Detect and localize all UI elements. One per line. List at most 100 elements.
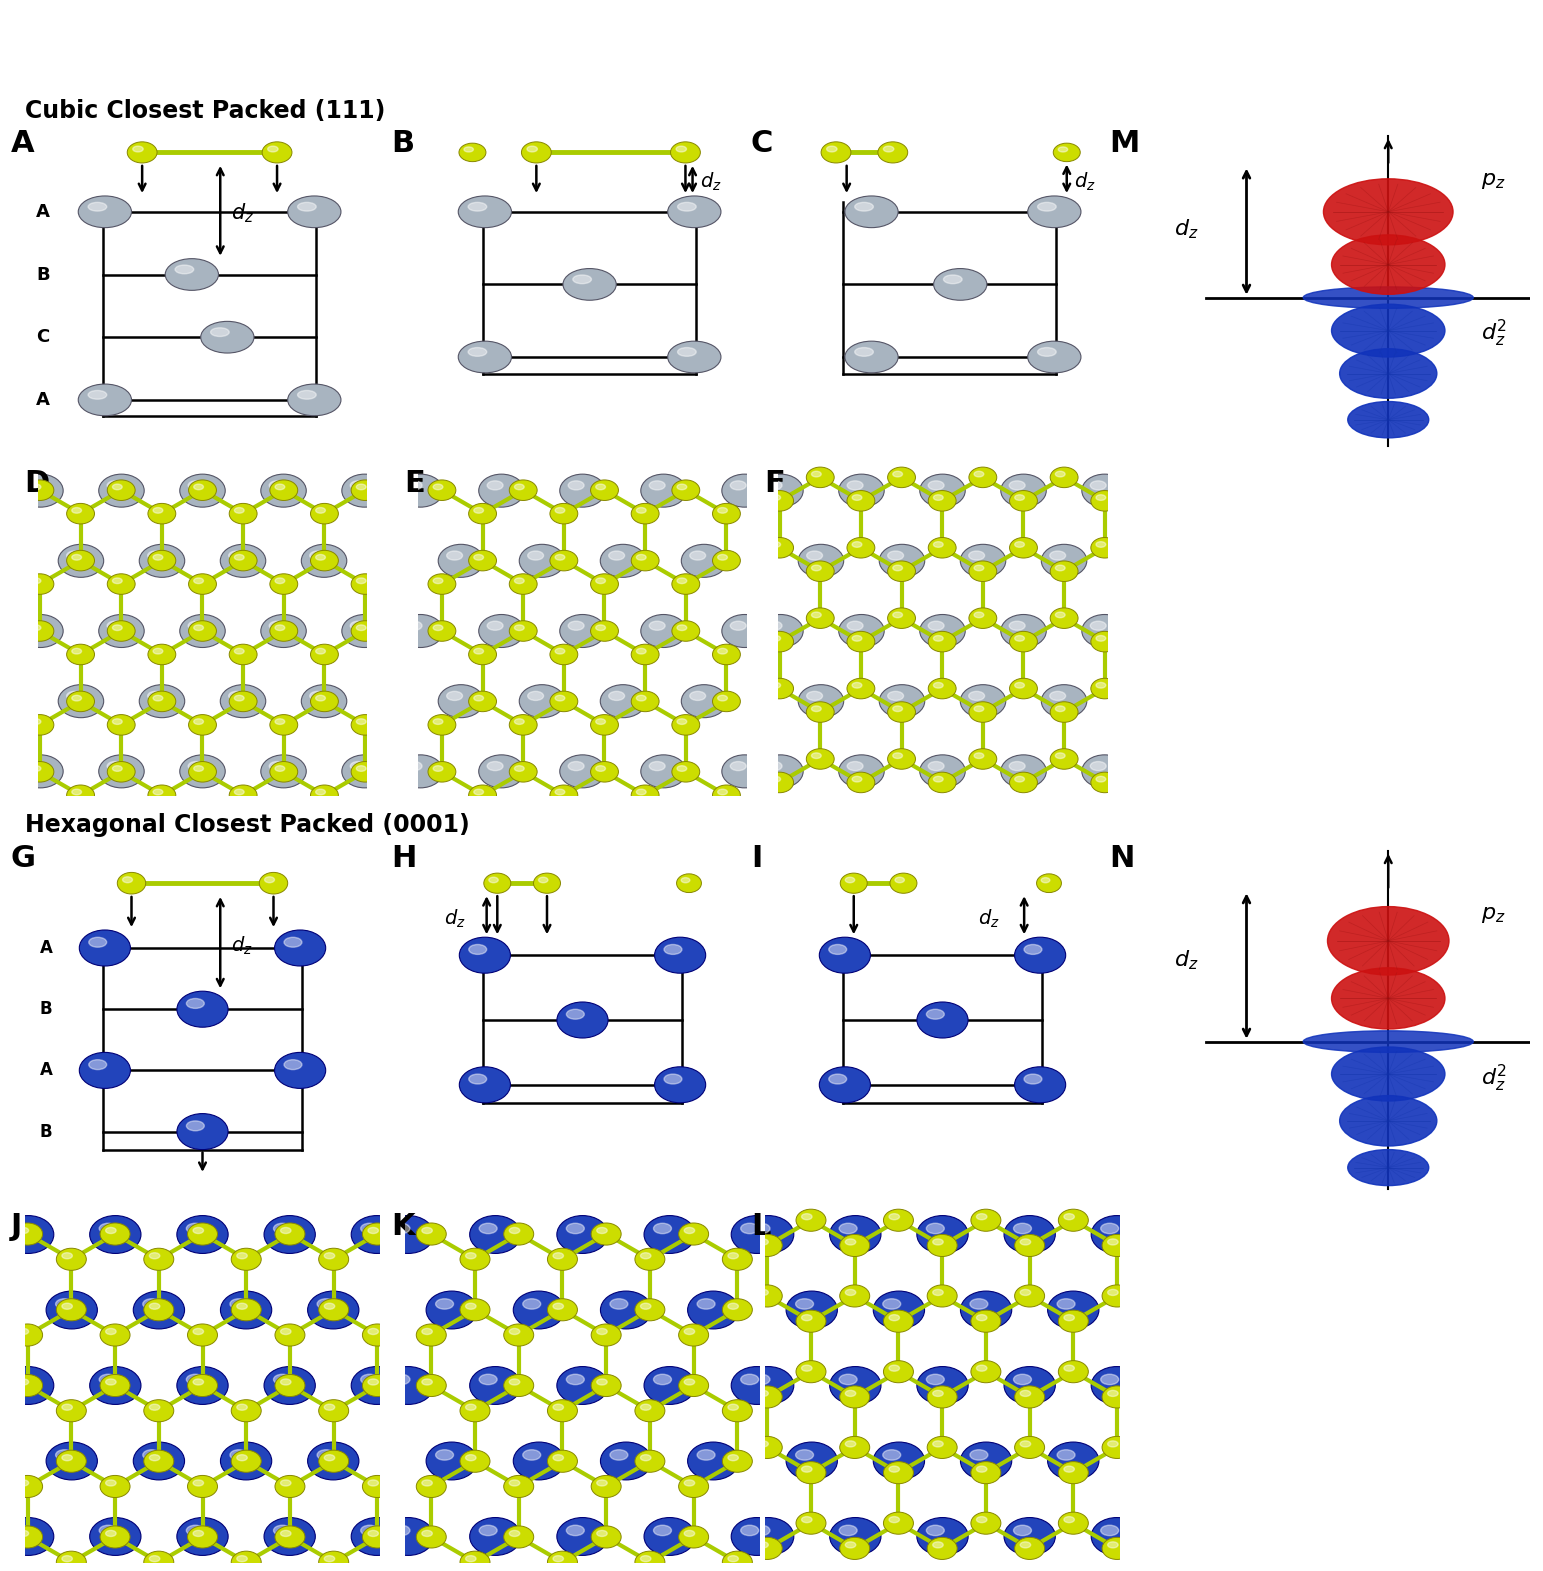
Ellipse shape	[596, 720, 605, 724]
Text: L: L	[751, 1211, 770, 1241]
Ellipse shape	[434, 720, 443, 724]
Ellipse shape	[1055, 753, 1065, 759]
Ellipse shape	[634, 1299, 665, 1321]
Ellipse shape	[829, 1075, 847, 1084]
Ellipse shape	[839, 474, 884, 507]
Ellipse shape	[549, 644, 577, 665]
Ellipse shape	[31, 578, 42, 583]
Ellipse shape	[591, 762, 619, 782]
Ellipse shape	[236, 1404, 247, 1411]
Ellipse shape	[1108, 1441, 1119, 1447]
Ellipse shape	[1009, 679, 1037, 699]
Ellipse shape	[100, 1375, 130, 1397]
Ellipse shape	[926, 1375, 944, 1384]
Ellipse shape	[887, 561, 915, 581]
Ellipse shape	[929, 762, 944, 771]
Ellipse shape	[591, 573, 619, 594]
Ellipse shape	[552, 1455, 563, 1461]
Ellipse shape	[717, 507, 727, 514]
Ellipse shape	[100, 1222, 130, 1246]
Ellipse shape	[591, 715, 619, 735]
Ellipse shape	[488, 762, 503, 771]
Ellipse shape	[287, 196, 341, 228]
Ellipse shape	[417, 1475, 446, 1497]
Ellipse shape	[356, 765, 366, 771]
Ellipse shape	[927, 1538, 957, 1560]
Ellipse shape	[230, 1299, 248, 1309]
Ellipse shape	[568, 762, 585, 771]
Ellipse shape	[221, 544, 265, 577]
Ellipse shape	[846, 341, 898, 372]
Ellipse shape	[560, 474, 605, 507]
Ellipse shape	[677, 720, 687, 724]
Ellipse shape	[417, 1222, 446, 1246]
Ellipse shape	[113, 578, 122, 583]
Ellipse shape	[127, 141, 157, 163]
Ellipse shape	[1015, 1235, 1045, 1257]
Ellipse shape	[1051, 608, 1079, 628]
Ellipse shape	[79, 196, 131, 228]
Ellipse shape	[392, 1375, 410, 1384]
Ellipse shape	[1009, 773, 1037, 793]
Ellipse shape	[634, 1400, 665, 1422]
Text: $p_z$: $p_z$	[1481, 171, 1506, 192]
Text: B: B	[35, 265, 49, 283]
Ellipse shape	[139, 544, 185, 577]
Ellipse shape	[188, 1375, 218, 1397]
Ellipse shape	[846, 1390, 856, 1397]
Ellipse shape	[150, 1404, 160, 1411]
Ellipse shape	[767, 481, 782, 490]
Ellipse shape	[934, 269, 988, 300]
Ellipse shape	[631, 644, 659, 665]
Ellipse shape	[193, 1480, 204, 1486]
Ellipse shape	[438, 685, 483, 718]
Ellipse shape	[194, 578, 204, 583]
Ellipse shape	[421, 1379, 432, 1386]
Ellipse shape	[17, 474, 63, 507]
Ellipse shape	[26, 481, 42, 490]
Ellipse shape	[466, 1304, 477, 1309]
Ellipse shape	[1020, 1290, 1031, 1296]
Ellipse shape	[361, 1525, 378, 1535]
Text: F: F	[764, 470, 785, 498]
Ellipse shape	[977, 1516, 988, 1522]
Ellipse shape	[406, 621, 423, 630]
Ellipse shape	[19, 1480, 29, 1486]
Ellipse shape	[889, 1365, 900, 1371]
Ellipse shape	[188, 481, 204, 490]
Ellipse shape	[663, 944, 682, 955]
Ellipse shape	[56, 1450, 74, 1459]
Ellipse shape	[1108, 1541, 1119, 1547]
Ellipse shape	[591, 621, 619, 641]
Ellipse shape	[352, 715, 380, 735]
Ellipse shape	[847, 632, 875, 652]
Ellipse shape	[977, 1365, 988, 1371]
Ellipse shape	[634, 1551, 665, 1571]
Ellipse shape	[230, 691, 258, 712]
Ellipse shape	[66, 550, 94, 570]
Ellipse shape	[319, 1450, 349, 1472]
Ellipse shape	[568, 621, 585, 630]
Ellipse shape	[1091, 621, 1106, 630]
Ellipse shape	[466, 1252, 477, 1258]
Ellipse shape	[316, 555, 326, 561]
Text: N: N	[1109, 844, 1134, 872]
Ellipse shape	[89, 1518, 140, 1555]
Ellipse shape	[434, 484, 443, 490]
Ellipse shape	[1100, 1375, 1119, 1384]
Ellipse shape	[883, 1299, 901, 1309]
Ellipse shape	[26, 573, 54, 594]
Ellipse shape	[1091, 773, 1119, 793]
Ellipse shape	[742, 1518, 793, 1555]
Ellipse shape	[654, 1375, 671, 1384]
Ellipse shape	[310, 644, 338, 665]
Ellipse shape	[971, 1461, 1001, 1483]
Ellipse shape	[1091, 632, 1119, 652]
Ellipse shape	[150, 1304, 160, 1309]
Ellipse shape	[596, 765, 605, 771]
Ellipse shape	[1347, 1150, 1429, 1186]
Ellipse shape	[1082, 474, 1128, 507]
Ellipse shape	[363, 1375, 392, 1397]
Ellipse shape	[731, 1367, 782, 1404]
Ellipse shape	[640, 614, 687, 647]
